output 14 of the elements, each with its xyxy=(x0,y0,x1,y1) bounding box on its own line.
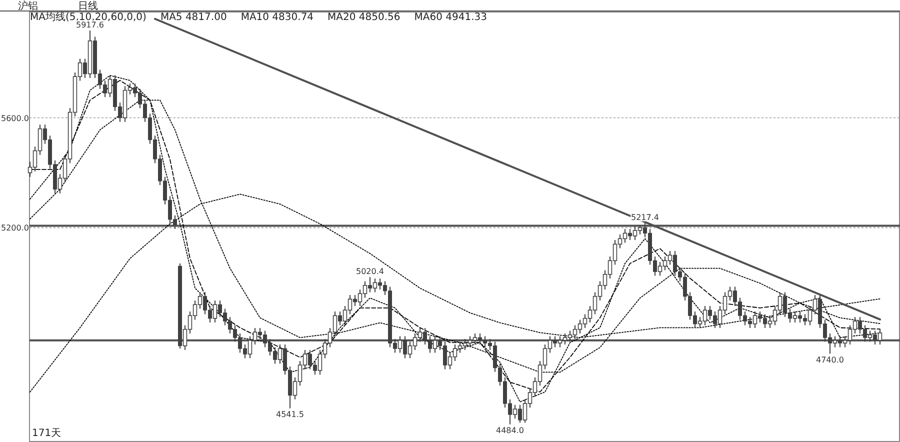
annotation: MA10 4830.74 xyxy=(240,12,314,23)
y-tick-label: 5600.0 xyxy=(1,114,29,123)
annotation: MA20 4850.56 xyxy=(328,12,400,23)
annotation: 4541.5 xyxy=(276,410,304,420)
header: 沪铝 日线 xyxy=(18,1,98,12)
annotation: 5020.4 xyxy=(356,267,384,276)
annotation: MA5 4817.00 xyxy=(160,12,227,23)
y-tick-label: 5200.0 xyxy=(1,224,29,233)
annotation: 4484.0 xyxy=(496,426,524,435)
annotation: 4740.0 xyxy=(816,356,844,365)
annotation: 171天 xyxy=(32,428,62,439)
annotation: MA均线(5,10,20,60,0,0) xyxy=(30,11,147,23)
annotation: MA60 4941.33 xyxy=(414,12,488,23)
annotation: 5917.6 xyxy=(76,20,104,30)
